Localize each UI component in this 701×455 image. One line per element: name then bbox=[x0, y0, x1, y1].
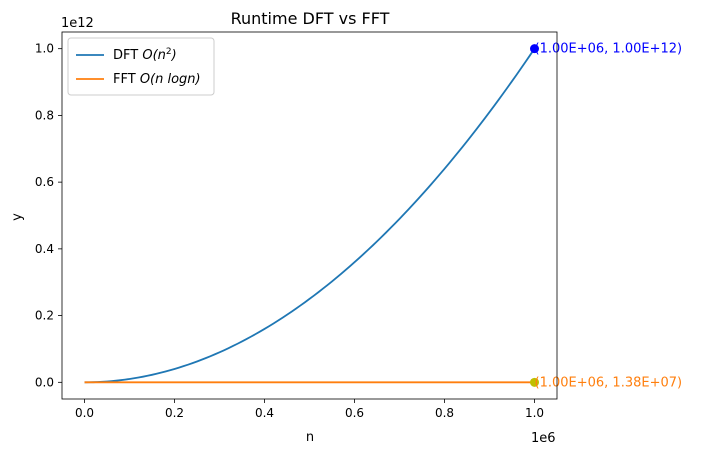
x-tick-label: 0.0 bbox=[75, 406, 94, 420]
y-axis-ticks: 0.0 0.2 0.4 0.6 0.8 1.0 bbox=[35, 42, 62, 389]
y-scale-label: 1e12 bbox=[61, 16, 94, 31]
y-tick-label: 0.4 bbox=[35, 242, 54, 256]
series-layer bbox=[84, 48, 536, 384]
x-tick-label: 0.8 bbox=[435, 406, 454, 420]
legend: DFT O(n2) FFT O(n logn) bbox=[67, 37, 215, 96]
annotation-marker bbox=[530, 377, 539, 387]
x-tick-label: 1.0 bbox=[525, 406, 544, 420]
annotation-label: (1.00E+06, 1.38E+07) bbox=[535, 375, 683, 390]
annotation-marker bbox=[530, 44, 539, 54]
x-axis-label: n bbox=[306, 430, 314, 445]
legend-label: FFT O(n logn) bbox=[113, 72, 201, 87]
x-tick-label: 0.4 bbox=[255, 406, 274, 420]
series-line-dft bbox=[84, 48, 536, 384]
y-tick-label: 0.2 bbox=[35, 309, 54, 323]
x-tick-label: 0.6 bbox=[345, 406, 364, 420]
annotation-label: (1.00E+06, 1.00E+12) bbox=[535, 42, 683, 57]
x-tick-label: 0.2 bbox=[165, 406, 184, 420]
legend-box bbox=[67, 37, 215, 96]
y-tick-label: 0.6 bbox=[35, 175, 54, 189]
y-tick-label: 0.8 bbox=[35, 108, 54, 122]
chart-title: Runtime DFT vs FFT bbox=[231, 9, 390, 28]
x-axis-ticks: 0.0 0.2 0.4 0.6 0.8 1.0 bbox=[75, 399, 544, 420]
x-scale-label: 1e6 bbox=[531, 431, 556, 446]
annotation-layer: (1.00E+06, 1.00E+12) (1.00E+06, 1.38E+07) bbox=[530, 42, 683, 390]
y-tick-label: 0.0 bbox=[35, 375, 54, 389]
y-axis-label: y bbox=[10, 213, 25, 221]
y-tick-label: 1.0 bbox=[35, 42, 54, 56]
legend-label: DFT O(n2) bbox=[113, 47, 177, 63]
plot-frame bbox=[61, 31, 558, 400]
